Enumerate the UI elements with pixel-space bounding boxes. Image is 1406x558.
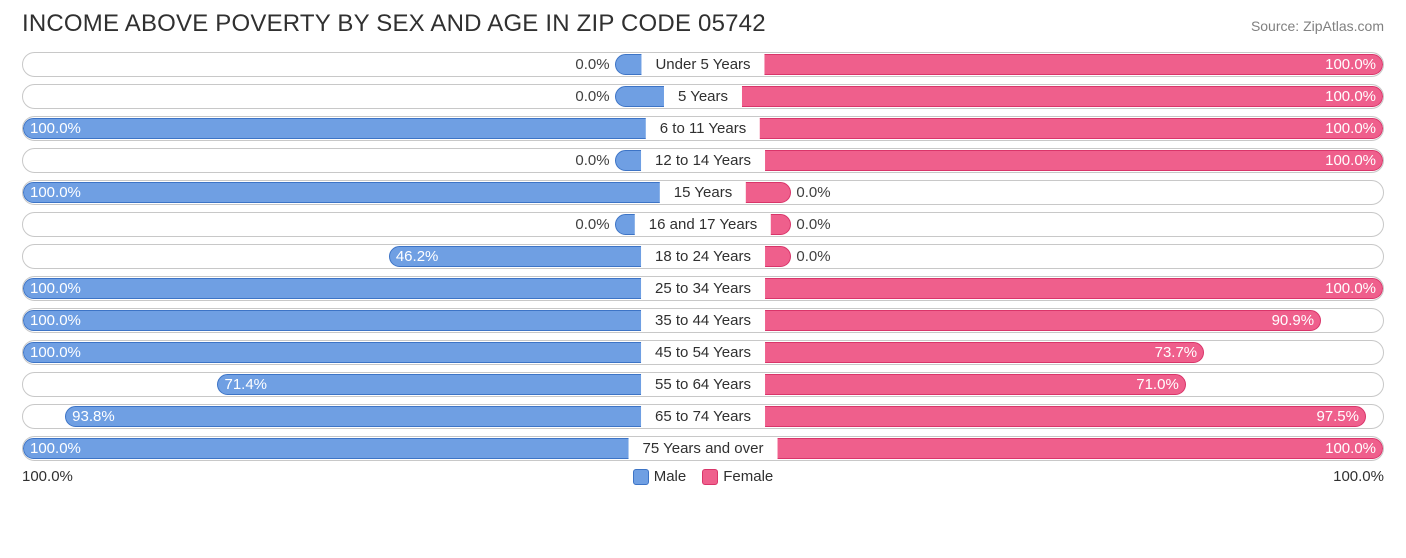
category-label: 45 to 54 Years bbox=[641, 341, 765, 364]
legend-female: Female bbox=[702, 468, 773, 485]
chart-container: INCOME ABOVE POVERTY BY SEX AND AGE IN Z… bbox=[0, 0, 1406, 497]
category-label: 18 to 24 Years bbox=[641, 245, 765, 268]
legend: Male Female bbox=[633, 468, 774, 485]
male-value: 71.4% bbox=[224, 375, 267, 394]
female-bar: 97.5% bbox=[703, 406, 1366, 427]
male-value: 100.0% bbox=[30, 439, 81, 458]
chart-row: 71.4% 71.0% 55 to 64 Years bbox=[22, 372, 1384, 397]
female-value: 73.7% bbox=[1155, 343, 1198, 362]
female-value: 97.5% bbox=[1316, 407, 1359, 426]
header-row: INCOME ABOVE POVERTY BY SEX AND AGE IN Z… bbox=[22, 10, 1384, 38]
female-value: 100.0% bbox=[1325, 55, 1376, 74]
male-value: 100.0% bbox=[30, 343, 81, 362]
female-value: 0.0% bbox=[796, 215, 830, 234]
male-bar: 100.0% bbox=[23, 438, 703, 459]
male-value: 93.8% bbox=[72, 407, 115, 426]
female-bar: 100.0% bbox=[703, 438, 1383, 459]
female-bar: 100.0% bbox=[703, 150, 1383, 171]
female-bar: 100.0% bbox=[703, 118, 1383, 139]
male-value: 100.0% bbox=[30, 119, 81, 138]
male-bar: 100.0% bbox=[23, 118, 703, 139]
chart-row: 0.0% 100.0% Under 5 Years bbox=[22, 52, 1384, 77]
category-label: 35 to 44 Years bbox=[641, 309, 765, 332]
female-bar: 100.0% bbox=[703, 86, 1383, 107]
chart-row: 100.0% 100.0% 6 to 11 Years bbox=[22, 116, 1384, 141]
female-bar: 90.9% bbox=[703, 310, 1321, 331]
female-bar: 73.7% bbox=[703, 342, 1204, 363]
male-value: 0.0% bbox=[575, 215, 609, 234]
category-label: 16 and 17 Years bbox=[635, 213, 771, 236]
category-label: 55 to 64 Years bbox=[641, 373, 765, 396]
female-value: 0.0% bbox=[796, 247, 830, 266]
category-label: 6 to 11 Years bbox=[646, 117, 760, 140]
chart-row: 0.0% 0.0% 16 and 17 Years bbox=[22, 212, 1384, 237]
male-value: 46.2% bbox=[396, 247, 439, 266]
male-value: 100.0% bbox=[30, 279, 81, 298]
female-value: 100.0% bbox=[1325, 119, 1376, 138]
female-value: 100.0% bbox=[1325, 439, 1376, 458]
chart-area: 0.0% 100.0% Under 5 Years 0.0% 100.0% 5 Years… bbox=[22, 52, 1384, 461]
category-label: 75 Years and over bbox=[629, 437, 778, 460]
female-value: 0.0% bbox=[796, 183, 830, 202]
male-value: 0.0% bbox=[575, 87, 609, 106]
legend-female-label: Female bbox=[723, 468, 773, 485]
male-bar: 100.0% bbox=[23, 278, 703, 299]
female-value: 100.0% bbox=[1325, 279, 1376, 298]
category-label: 65 to 74 Years bbox=[641, 405, 765, 428]
axis-left-label: 100.0% bbox=[22, 468, 73, 485]
chart-row: 0.0% 100.0% 5 Years bbox=[22, 84, 1384, 109]
chart-row: 100.0% 100.0% 25 to 34 Years bbox=[22, 276, 1384, 301]
chart-title: INCOME ABOVE POVERTY BY SEX AND AGE IN Z… bbox=[22, 10, 766, 38]
male-bar: 71.4% bbox=[217, 374, 703, 395]
male-bar: 93.8% bbox=[65, 406, 703, 427]
chart-row: 100.0% 90.9% 35 to 44 Years bbox=[22, 308, 1384, 333]
male-value: 0.0% bbox=[575, 55, 609, 74]
legend-male: Male bbox=[633, 468, 687, 485]
category-label: 5 Years bbox=[664, 85, 742, 108]
category-label: 15 Years bbox=[660, 181, 746, 204]
legend-male-label: Male bbox=[654, 468, 687, 485]
category-label: 25 to 34 Years bbox=[641, 277, 765, 300]
chart-row: 100.0% 0.0% 15 Years bbox=[22, 180, 1384, 205]
male-bar: 100.0% bbox=[23, 310, 703, 331]
axis-right-label: 100.0% bbox=[1333, 468, 1384, 485]
male-value: 100.0% bbox=[30, 311, 81, 330]
female-value: 100.0% bbox=[1325, 87, 1376, 106]
category-label: Under 5 Years bbox=[641, 53, 764, 76]
female-value: 71.0% bbox=[1136, 375, 1179, 394]
chart-row: 46.2% 0.0% 18 to 24 Years bbox=[22, 244, 1384, 269]
swatch-female bbox=[702, 469, 718, 485]
chart-source: Source: ZipAtlas.com bbox=[1251, 18, 1384, 34]
male-bar: 100.0% bbox=[23, 342, 703, 363]
male-value: 0.0% bbox=[575, 151, 609, 170]
swatch-male bbox=[633, 469, 649, 485]
chart-row: 0.0% 100.0% 12 to 14 Years bbox=[22, 148, 1384, 173]
category-label: 12 to 14 Years bbox=[641, 149, 765, 172]
female-value: 90.9% bbox=[1272, 311, 1315, 330]
female-bar: 100.0% bbox=[703, 54, 1383, 75]
chart-row: 100.0% 73.7% 45 to 54 Years bbox=[22, 340, 1384, 365]
footer-row: 100.0% Male Female 100.0% bbox=[22, 468, 1384, 485]
chart-row: 100.0% 100.0% 75 Years and over bbox=[22, 436, 1384, 461]
female-bar: 100.0% bbox=[703, 278, 1383, 299]
female-value: 100.0% bbox=[1325, 151, 1376, 170]
chart-row: 93.8% 97.5% 65 to 74 Years bbox=[22, 404, 1384, 429]
female-bar: 71.0% bbox=[703, 374, 1186, 395]
male-bar: 100.0% bbox=[23, 182, 703, 203]
male-value: 100.0% bbox=[30, 183, 81, 202]
